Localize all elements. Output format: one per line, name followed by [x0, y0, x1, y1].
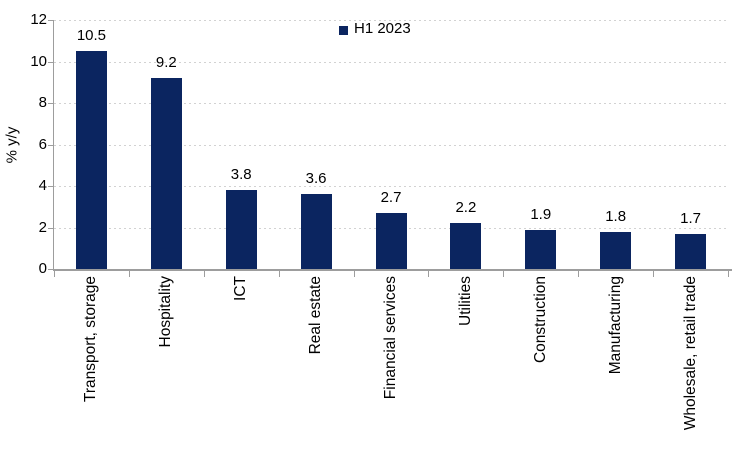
category-label: Financial services — [354, 276, 429, 450]
category-label: Real estate — [279, 276, 354, 450]
bar — [450, 223, 482, 269]
bar-value-label: 1.9 — [530, 205, 552, 223]
y-tick-mark — [48, 20, 53, 21]
category-label: Hospitality — [129, 276, 204, 450]
bar-value-label: 9.2 — [155, 54, 177, 72]
bar-value-label: 3.6 — [305, 170, 327, 188]
bar — [225, 190, 257, 269]
category-label-text: Financial services — [381, 276, 399, 400]
y-tick-label: 12 — [30, 11, 47, 28]
category-label: Construction — [503, 276, 578, 450]
bar — [150, 78, 182, 269]
x-tick-mark — [128, 271, 130, 277]
category-label-text: ICT — [232, 276, 250, 301]
category-label: Transport, storage — [54, 276, 129, 450]
bar — [300, 194, 332, 269]
legend: H1 2023 — [339, 21, 411, 37]
bar — [600, 231, 632, 269]
category-label-text: Real estate — [307, 276, 325, 355]
y-tick-mark — [48, 144, 53, 146]
x-tick-mark — [428, 271, 430, 277]
category-label: Utilities — [428, 276, 503, 450]
y-tick-label: 8 — [38, 94, 47, 111]
x-tick-mark — [503, 271, 505, 277]
bar — [675, 233, 707, 269]
x-tick-mark — [203, 271, 205, 277]
category-label-text: Transport, storage — [82, 276, 100, 403]
x-tick-mark — [278, 271, 280, 277]
y-tick-mark — [48, 103, 53, 104]
y-tick-mark — [48, 227, 53, 229]
bar-value-label: 10.5 — [76, 27, 107, 45]
gridline — [54, 61, 728, 63]
x-tick-mark — [54, 271, 55, 277]
x-tick-mark — [353, 271, 355, 277]
bar — [375, 212, 407, 269]
y-tick-mark — [48, 186, 53, 187]
category-label-text: Hospitality — [157, 276, 175, 348]
gridline — [54, 144, 728, 146]
y-tick-mark — [48, 269, 53, 270]
bar-value-label: 1.8 — [605, 207, 627, 225]
category-label-text: Construction — [531, 276, 549, 364]
legend-label: H1 2023 — [354, 20, 411, 37]
gridline — [54, 186, 728, 187]
bar-value-label: 2.7 — [380, 188, 402, 206]
gridline — [54, 103, 728, 104]
plot-area: 10.5 9.2 3.8 3.6 2.7 2.2 1.9 1.8 1.7 — [54, 20, 728, 269]
y-tick-label: 4 — [38, 177, 47, 194]
x-tick-mark — [578, 271, 580, 277]
bar-value-label: 2.2 — [455, 199, 477, 217]
y-tick-label: 6 — [38, 135, 47, 153]
category-label: Manufacturing — [578, 276, 653, 450]
category-label: Wholesale, retail trade — [653, 276, 728, 450]
bar-value-label: 1.7 — [680, 209, 701, 227]
category-label-text: Wholesale, retail trade — [681, 276, 699, 431]
y-tick-mark — [48, 61, 53, 63]
y-tick-label: 10 — [30, 52, 47, 70]
bar — [525, 229, 557, 269]
y-axis-line — [53, 20, 54, 270]
category-label-text: Utilities — [456, 276, 474, 326]
category-label: ICT — [204, 276, 279, 450]
gridline — [54, 20, 728, 21]
category-label-text: Manufacturing — [606, 276, 624, 375]
legend-marker-icon — [339, 25, 348, 35]
y-tick-label: 0 — [38, 260, 47, 277]
x-tick-mark — [728, 271, 729, 277]
bar-value-label: 3.8 — [230, 166, 252, 184]
x-axis-line — [53, 269, 732, 271]
x-tick-mark — [653, 271, 655, 277]
bar — [75, 51, 107, 269]
y-tick-label: 2 — [38, 218, 47, 236]
